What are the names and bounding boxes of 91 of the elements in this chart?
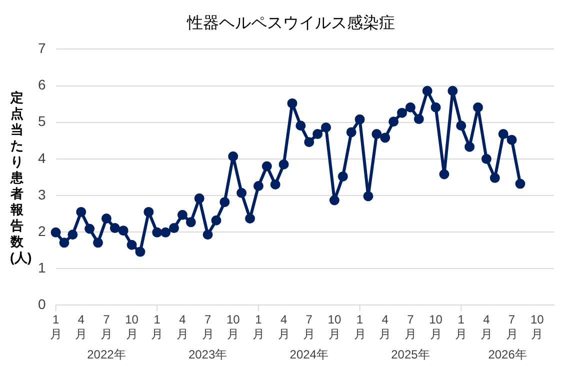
point — [515, 178, 526, 189]
point — [304, 137, 314, 148]
point — [186, 217, 196, 228]
text: 2025年 — [391, 348, 430, 362]
point — [388, 116, 399, 127]
y-tick-label: 4 — [38, 150, 46, 166]
y-tick-label: 1 — [38, 259, 46, 276]
point — [84, 224, 95, 234]
x-tick-label: 4月 — [278, 312, 290, 342]
text: 2026年 — [488, 348, 527, 362]
point — [498, 129, 508, 140]
point — [101, 214, 112, 224]
point — [144, 206, 154, 217]
point — [380, 132, 390, 143]
point — [481, 154, 492, 164]
point — [253, 180, 264, 191]
point — [363, 191, 374, 202]
y-tick-label: 2 — [38, 222, 46, 239]
point — [346, 127, 356, 138]
point — [473, 102, 483, 112]
point — [228, 151, 238, 162]
point — [422, 86, 432, 96]
point — [338, 171, 348, 182]
point — [194, 193, 204, 204]
point — [93, 238, 104, 248]
point — [278, 159, 289, 170]
point — [68, 230, 78, 240]
chart-title: 性器ヘルペスウイルス感染症 — [186, 14, 395, 32]
point — [405, 102, 416, 112]
x-tick-label: 10月 — [226, 312, 240, 342]
y-tick-label: 5 — [38, 113, 46, 130]
point — [506, 134, 517, 145]
point — [76, 206, 86, 217]
point — [169, 223, 180, 234]
x-tick-label: 7月 — [100, 312, 112, 342]
point — [177, 210, 188, 220]
point — [329, 195, 340, 206]
x-tick-label: 7月 — [404, 312, 416, 342]
text: 2023年 — [188, 348, 228, 362]
point — [372, 129, 382, 140]
point — [211, 215, 222, 226]
y-tick-label: 7 — [38, 40, 46, 56]
x-tick-label: 7月 — [202, 312, 214, 342]
point — [152, 227, 162, 238]
point — [135, 246, 146, 257]
point — [448, 86, 458, 96]
point — [59, 238, 70, 248]
point — [118, 226, 128, 236]
x-tick-label: 1月 — [455, 312, 468, 342]
x-tick-label: 4月 — [379, 312, 392, 342]
point — [245, 214, 256, 224]
text: 定点当たり患者報告数(人) — [10, 90, 32, 265]
x-tick-label: 10月 — [125, 312, 139, 342]
point — [464, 142, 475, 152]
point — [126, 240, 137, 250]
point — [236, 188, 247, 198]
point — [456, 120, 466, 131]
point — [270, 180, 280, 190]
point — [160, 227, 171, 238]
point — [287, 98, 298, 108]
x-tick-label: 7月 — [506, 312, 518, 342]
x-tick-label: 10月 — [429, 312, 443, 342]
x-tick-label: 10月 — [328, 312, 342, 342]
point — [296, 120, 306, 131]
x-tick-label: 1月 — [50, 312, 62, 342]
text: 2022年 — [87, 348, 126, 362]
point — [202, 230, 213, 240]
y-tick-label: 0 — [38, 296, 46, 312]
point — [414, 114, 424, 124]
x-tick-label: 4月 — [176, 312, 188, 342]
point — [262, 161, 272, 172]
point — [321, 122, 332, 132]
x-tick-label: 7月 — [303, 312, 316, 342]
point — [490, 172, 500, 183]
point — [439, 169, 450, 180]
point — [430, 102, 441, 112]
x-tick-label: 1月 — [354, 312, 366, 342]
point — [220, 197, 230, 208]
point — [312, 129, 323, 140]
point — [397, 108, 408, 118]
point — [354, 114, 365, 124]
point — [50, 227, 61, 238]
x-tick-label: 10月 — [530, 312, 544, 342]
point — [110, 223, 120, 234]
x-tick-label: 4月 — [75, 312, 88, 342]
y-tick-label: 6 — [38, 76, 46, 93]
x-tick-label: 4月 — [480, 312, 492, 342]
x-tick-label: 1月 — [252, 312, 264, 342]
x-tick-label: 1月 — [151, 312, 164, 342]
y-tick-label: 3 — [38, 186, 46, 202]
text: 2024年 — [290, 348, 328, 362]
